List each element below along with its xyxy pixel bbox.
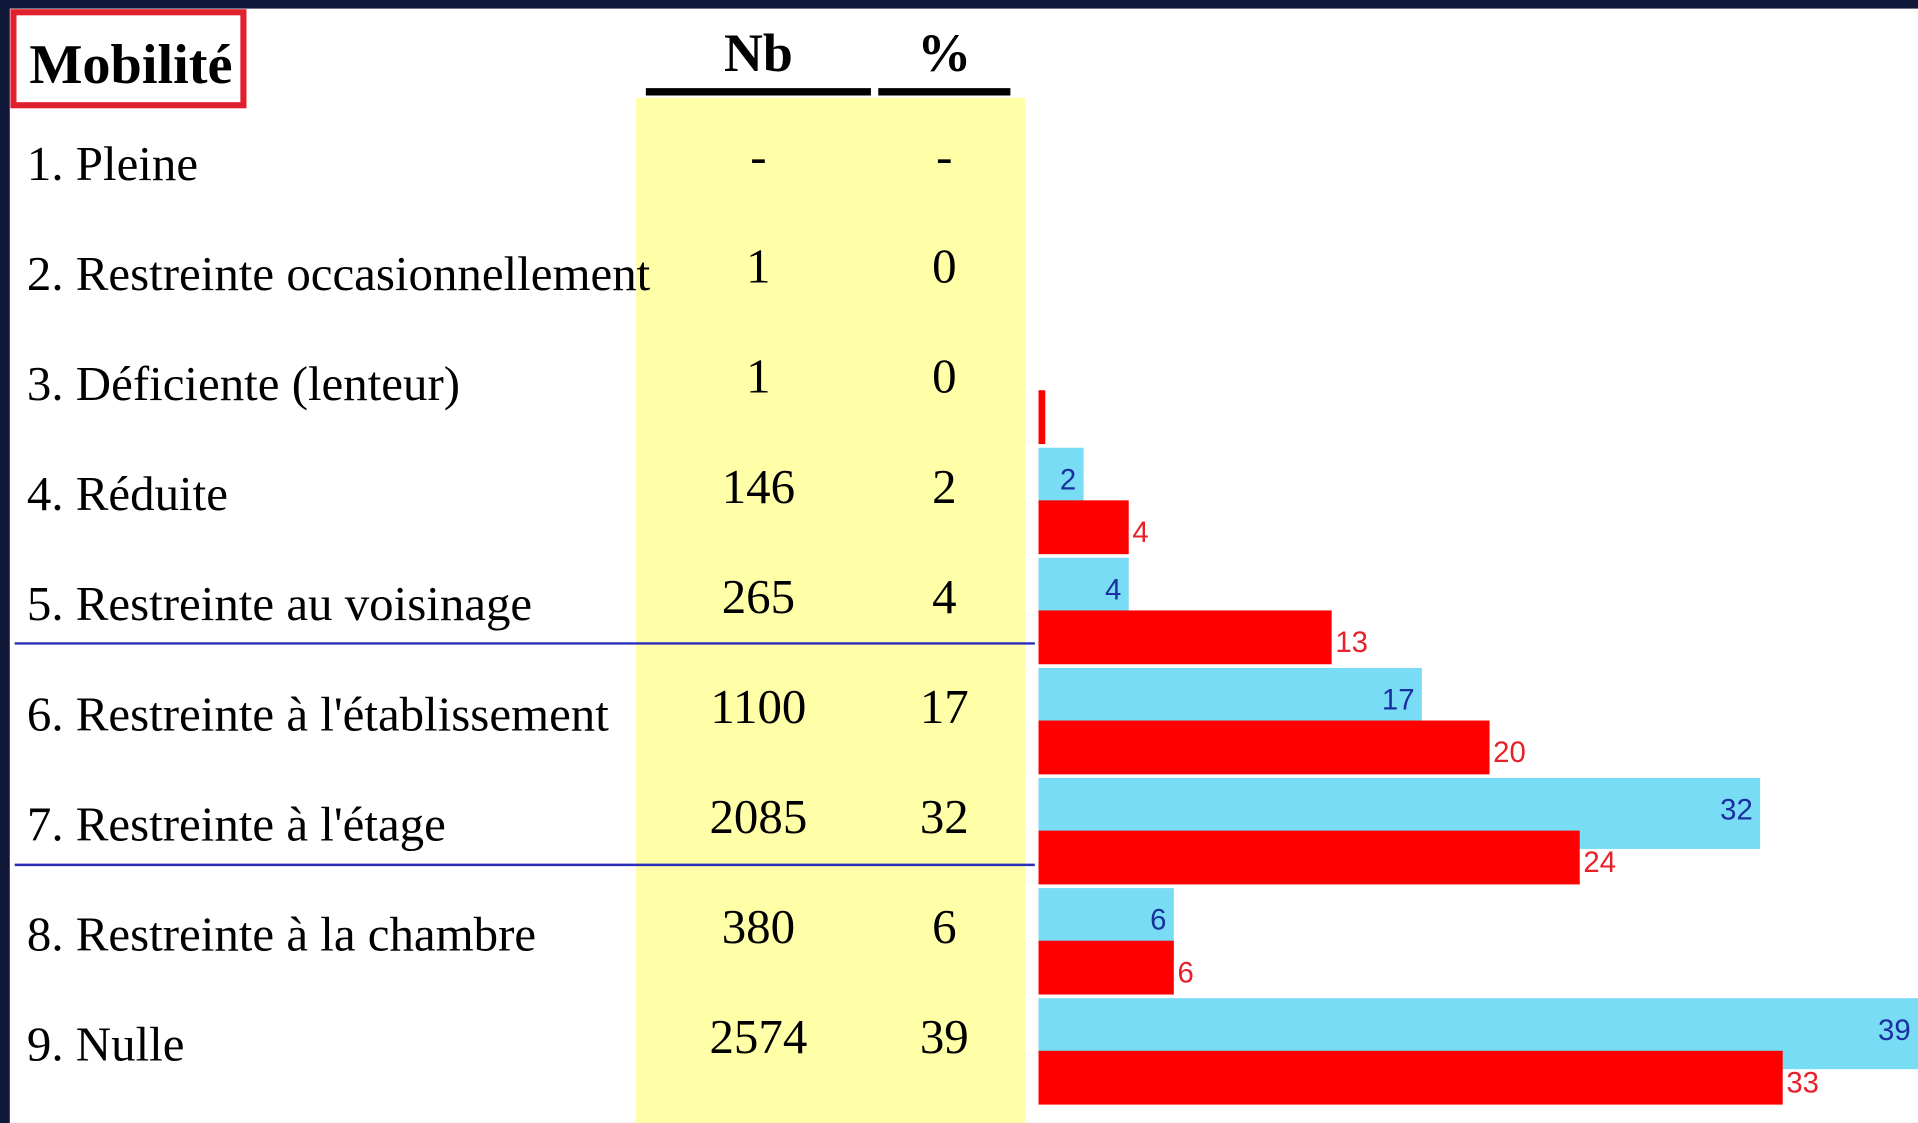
bar-label: 4 (1132, 516, 1148, 549)
bar (1038, 720, 1490, 775)
percent-cell: 32 (920, 789, 969, 844)
count-cell: 380 (722, 899, 795, 954)
percent-cell: 0 (932, 239, 956, 294)
percent-cell: 6 (932, 899, 956, 954)
bar-label: 6 (1177, 956, 1193, 989)
count-cell: 1 (746, 349, 770, 404)
count-cell: 1 (746, 239, 770, 294)
bar-label: 17 (1382, 684, 1415, 717)
table-title: Mobilité (29, 34, 232, 96)
row-label: 1. Pleine (27, 136, 198, 191)
count-cell: 1100 (710, 679, 806, 734)
title-box (10, 9, 247, 109)
row-label: 3. Déficiente (lenteur) (27, 356, 460, 411)
bar (1038, 390, 1046, 445)
count-cell: 2085 (709, 789, 807, 844)
percent-cell: - (936, 129, 952, 184)
count-cell: 2574 (709, 1009, 807, 1064)
bar-label: 4 (1105, 573, 1121, 606)
percent-cell: 17 (920, 679, 969, 734)
row-label: 4. Réduite (27, 466, 228, 521)
bar (1038, 500, 1129, 555)
bar-label: 33 (1786, 1066, 1819, 1099)
percent-cell: 2 (932, 459, 956, 514)
bar-label: 39 (1878, 1014, 1911, 1047)
bar-label: 2 (1060, 463, 1076, 496)
row-label: 9. Nulle (27, 1017, 185, 1072)
bar-label: 20 (1493, 736, 1526, 769)
bar-label: 6 (1150, 904, 1166, 937)
percent-cell: 4 (932, 569, 956, 624)
percent-cell: 39 (920, 1009, 969, 1064)
bar (1038, 1050, 1783, 1105)
row-label: 6. Restreinte à l'établissement (27, 686, 609, 741)
bar-label: 13 (1335, 626, 1368, 659)
row-label: 7. Restreinte à l'étage (27, 796, 446, 851)
bar (1038, 610, 1332, 665)
column-header: Nb (724, 23, 793, 83)
column-highlight (636, 97, 1026, 1123)
bar-label: 32 (1720, 794, 1753, 827)
percent-cell: 0 (932, 349, 956, 404)
row-label: 2. Restreinte occasionnellement (27, 246, 651, 301)
count-cell: 146 (722, 459, 795, 514)
count-cell: - (750, 129, 766, 184)
count-cell: 265 (722, 569, 795, 624)
bar-label: 24 (1583, 846, 1616, 879)
row-label: 8. Restreinte à la chambre (27, 906, 536, 961)
bar (1038, 830, 1580, 885)
row-label: 5. Restreinte au voisinage (27, 576, 532, 631)
column-header: % (917, 23, 971, 83)
bar (1038, 940, 1174, 995)
